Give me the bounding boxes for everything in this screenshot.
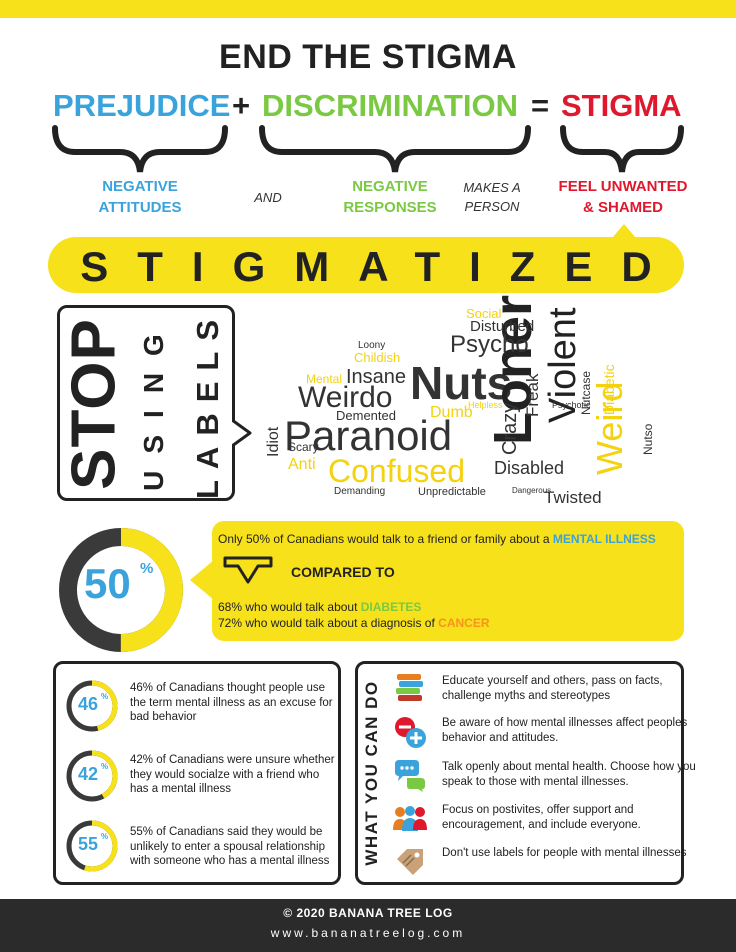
- stat-42-value: 42: [78, 764, 99, 784]
- word-nutso: Nutso: [641, 423, 655, 455]
- label-tag-icon: [397, 849, 423, 875]
- stat-50-value: 50: [84, 560, 131, 607]
- equation-equals: =: [531, 88, 550, 123]
- curly-braces: [52, 125, 684, 238]
- compared-to-label: COMPARED TO: [291, 564, 395, 580]
- word-demented: Demented: [336, 408, 396, 423]
- stat-46-value: 46: [78, 694, 99, 714]
- word-insane: Insane: [346, 366, 407, 388]
- stop-label-wrap: STOP: [60, 312, 129, 496]
- canadian-stats-panel: [53, 661, 341, 885]
- progress-ring-46: [66, 680, 118, 732]
- word-mental: Mental: [306, 372, 343, 386]
- footer-url[interactable]: www.bananatreelog.com: [270, 926, 466, 940]
- stat-42-text: 42% of Canadians were unsure whether the…: [130, 754, 335, 795]
- descriptor-negative-responses: NEGATIVE RESPONSES: [343, 178, 437, 216]
- what-you-can-do-panel: [355, 661, 684, 885]
- descriptor-negative-attitudes: NEGATIVE ATTITUDES: [98, 178, 182, 216]
- info-line-3: 72% who would talk about a diagnosis of …: [218, 616, 490, 630]
- label-word-cloud: Nuts Paranoid Loner Violent Weirdo Confu…: [258, 295, 688, 510]
- stat-46-text: 46% of Canadians thought people use the …: [130, 682, 333, 723]
- action-be-aware: Be aware of how mental illnesses affect …: [442, 717, 688, 744]
- stat-42-pct: %: [101, 762, 109, 771]
- using-label-wrap: USING: [134, 312, 174, 496]
- action-talk-openly: Talk openly about mental health. Choose …: [442, 761, 696, 788]
- descriptor-feel-unwanted: FEEL UNWANTED & SHAMED: [558, 178, 688, 216]
- action-educate: Educate yourself and others, pass on fac…: [442, 675, 663, 702]
- stigmatized-text: STIGMATIZED: [80, 243, 681, 290]
- word-crazy: Crazy: [499, 402, 521, 455]
- word-paranoid: Paranoid: [284, 412, 453, 459]
- word-loony: Loony: [358, 340, 386, 351]
- labels-label-wrap: LABELS: [186, 309, 230, 499]
- word-helpless: Helpless: [468, 400, 503, 410]
- footer-bar: [0, 899, 736, 952]
- books-icon: [396, 674, 423, 701]
- stat-55-value: 55: [78, 834, 99, 854]
- word-disturbed: Disturbed: [470, 318, 535, 335]
- word-freak: Freak: [523, 373, 542, 417]
- people-group-icon: [393, 806, 427, 831]
- stop-word: STOP: [59, 318, 129, 490]
- word-dumb: Dumb: [430, 404, 473, 421]
- stat-50-pct: %: [140, 560, 154, 577]
- action-no-labels: Don't use labels for people with mental …: [442, 847, 687, 859]
- word-dangerous: Dangerous: [512, 486, 552, 495]
- equation-plus: +: [232, 88, 251, 123]
- top-accent-bar: [0, 0, 736, 18]
- info-line-2: 68% who would talk about DIABETES: [218, 600, 422, 614]
- stat-55-pct: %: [101, 832, 109, 841]
- word-nuts: Nuts: [410, 357, 513, 409]
- word-diabetic: Diabetic: [601, 364, 617, 415]
- what-you-can-do-title: WHAT YOU CAN DO: [362, 680, 381, 866]
- progress-ring-50: [59, 528, 183, 652]
- labels-word: LABELS: [190, 309, 225, 499]
- info-pointer: [190, 560, 214, 600]
- word-unpredictable: Unpredictable: [418, 486, 486, 498]
- word-social: Social: [466, 306, 502, 321]
- word-demanding: Demanding: [334, 486, 386, 497]
- chat-bubbles-icon: [395, 760, 425, 792]
- word-disabled: Disabled: [494, 458, 565, 478]
- word-confused: Confused: [328, 453, 465, 489]
- action-focus-positives: Focus on postivites, offer support and e…: [442, 804, 641, 831]
- equation-prejudice: PREJUDICE: [53, 88, 231, 123]
- page-title: END THE STIGMA: [219, 38, 517, 76]
- info-line-1: Only 50% of Canadians would talk to a fr…: [218, 532, 656, 546]
- word-twisted: Twisted: [544, 488, 602, 507]
- word-scary: Scary: [288, 440, 319, 454]
- word-psycho: Psycho: [450, 331, 529, 358]
- mental-illness-info-box: [212, 521, 684, 641]
- descriptor-makes-a-person: MAKES A PERSON: [463, 180, 521, 214]
- speech-pointer: [232, 418, 252, 448]
- equation-discrimination: DISCRIMINATION: [262, 88, 519, 123]
- word-psychotic: Psychotic: [552, 400, 591, 410]
- word-anti: Anti: [288, 456, 316, 473]
- word-idiot: Idiot: [265, 426, 282, 457]
- using-word: USING: [138, 317, 169, 491]
- word-weirdo: Weirdo: [298, 381, 393, 414]
- progress-ring-42: [66, 750, 118, 802]
- stop-using-labels-box: [57, 305, 235, 501]
- stigmatized-banner: [48, 237, 684, 293]
- word-childish: Childish: [354, 350, 401, 365]
- plus-minus-icon: [395, 717, 426, 748]
- descriptor-and: AND: [254, 190, 282, 205]
- progress-ring-55: [66, 820, 118, 872]
- stat-55-text: 55% of Canadians said they would be unli…: [130, 826, 330, 867]
- down-arrow-icon: [223, 556, 273, 584]
- what-you-can-do-title-wrap: WHAT YOU CAN DO: [352, 662, 392, 884]
- stat-46-pct: %: [101, 692, 109, 701]
- equation-stigma: STIGMA: [561, 88, 682, 123]
- footer-copyright: © 2020 BANANA TREE LOG: [283, 906, 453, 920]
